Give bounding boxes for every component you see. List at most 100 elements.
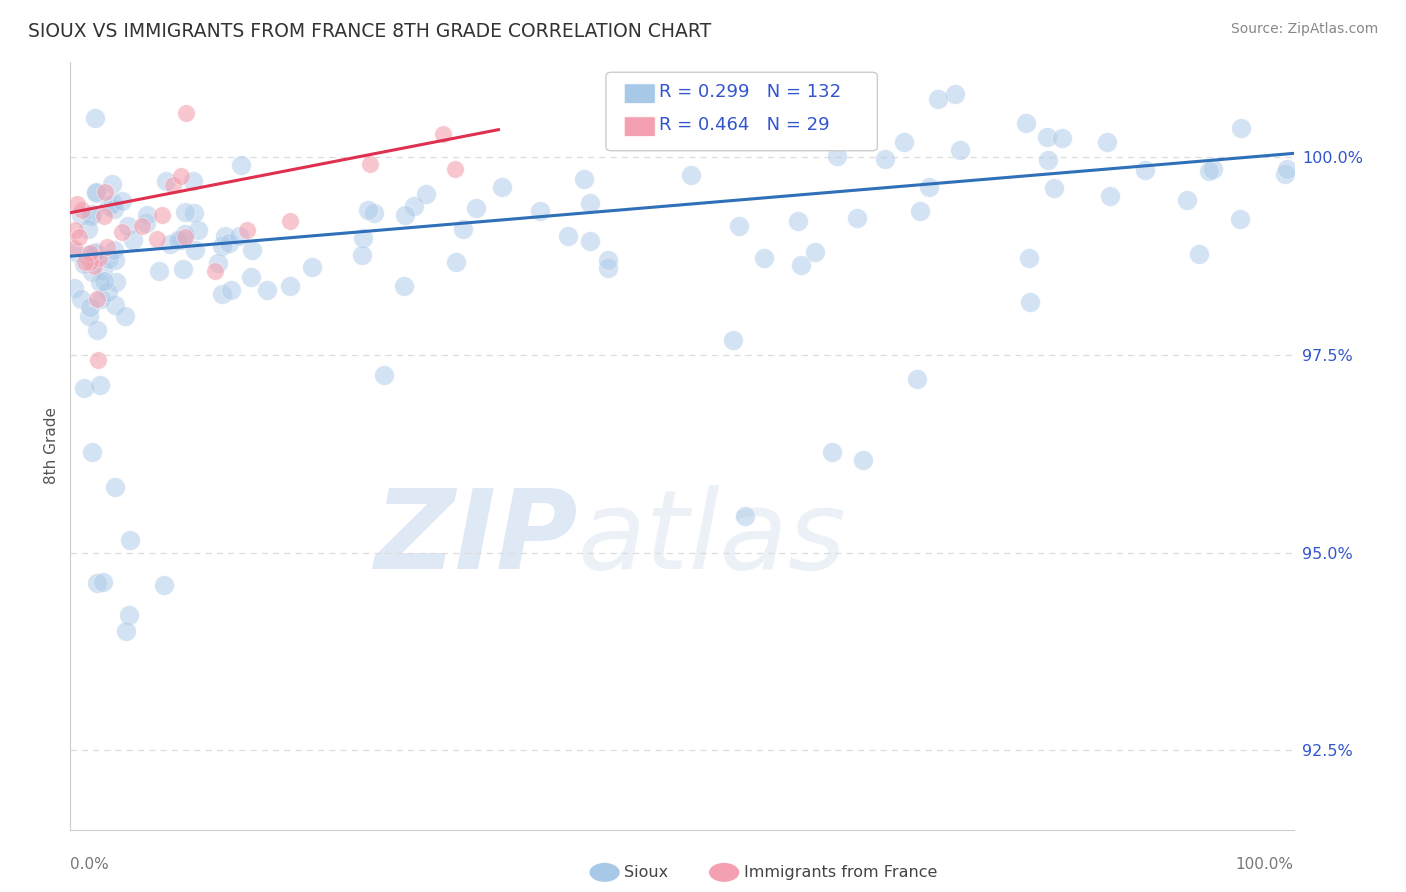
Point xyxy=(145,232,167,246)
Point xyxy=(236,223,259,237)
Point xyxy=(821,445,844,459)
Point xyxy=(278,278,301,293)
Point xyxy=(97,199,120,213)
Point xyxy=(918,180,941,194)
Point xyxy=(103,202,125,216)
Point xyxy=(79,310,101,324)
Point xyxy=(96,239,118,253)
Point xyxy=(464,201,486,215)
Point xyxy=(170,233,193,247)
Point xyxy=(873,153,896,167)
Point xyxy=(155,174,177,188)
Text: Source: ZipAtlas.com: Source: ZipAtlas.com xyxy=(1230,22,1378,37)
Point xyxy=(1229,212,1251,227)
Point xyxy=(357,203,380,218)
Point xyxy=(70,292,93,306)
Point xyxy=(117,608,139,623)
Point xyxy=(148,264,170,278)
Point xyxy=(105,276,128,290)
Point xyxy=(181,174,204,188)
Point xyxy=(150,208,173,222)
Point xyxy=(1019,295,1042,310)
Point xyxy=(1135,162,1157,177)
Point xyxy=(596,261,619,276)
Point xyxy=(84,186,107,201)
Point xyxy=(574,171,596,186)
Point xyxy=(301,260,323,275)
Point xyxy=(82,445,104,459)
Point xyxy=(91,262,114,277)
Point xyxy=(80,207,103,221)
Point xyxy=(83,259,105,273)
Point xyxy=(752,251,775,265)
Point xyxy=(557,228,579,243)
Point xyxy=(86,292,108,306)
Point xyxy=(80,210,103,224)
Point xyxy=(65,223,87,237)
Point xyxy=(166,233,188,247)
Point xyxy=(89,275,111,289)
Point xyxy=(786,214,808,228)
Point xyxy=(444,161,467,176)
Point xyxy=(214,229,236,244)
Point xyxy=(79,300,101,314)
Point xyxy=(240,243,263,257)
Point xyxy=(723,333,745,347)
Point xyxy=(1175,193,1198,207)
Point xyxy=(70,208,93,222)
Point xyxy=(98,252,121,267)
Point xyxy=(104,252,127,267)
Point xyxy=(1018,251,1040,265)
Point xyxy=(596,253,619,268)
Point xyxy=(170,169,193,184)
Point xyxy=(1188,247,1211,261)
Text: R = 0.299   N = 132: R = 0.299 N = 132 xyxy=(659,83,842,101)
Point xyxy=(79,255,101,269)
Text: 0.0%: 0.0% xyxy=(70,857,110,872)
Point xyxy=(363,205,385,219)
Point xyxy=(359,156,381,170)
Point xyxy=(402,198,425,212)
Point xyxy=(135,207,157,221)
Text: Sioux: Sioux xyxy=(624,865,668,880)
Point xyxy=(804,245,827,260)
Point xyxy=(825,149,848,163)
Point xyxy=(90,292,112,306)
Point xyxy=(67,230,90,244)
Point xyxy=(228,228,250,243)
Point xyxy=(115,624,138,638)
Point xyxy=(1036,129,1059,144)
Point xyxy=(183,206,205,220)
Point xyxy=(174,227,197,242)
Point xyxy=(77,222,100,236)
Point xyxy=(1230,120,1253,135)
Point xyxy=(73,381,96,395)
Point xyxy=(949,143,972,157)
Point xyxy=(734,509,756,524)
Text: atlas: atlas xyxy=(578,484,846,591)
Point xyxy=(184,244,207,258)
Point xyxy=(91,575,114,590)
Point xyxy=(1014,116,1036,130)
Text: R = 0.464   N = 29: R = 0.464 N = 29 xyxy=(659,116,830,134)
Point xyxy=(86,323,108,337)
Point xyxy=(1097,135,1119,149)
Point xyxy=(1050,131,1073,145)
Point xyxy=(852,453,875,467)
Point xyxy=(1274,167,1296,181)
Point xyxy=(790,258,813,272)
Point xyxy=(111,226,134,240)
Point xyxy=(104,480,127,494)
Point xyxy=(93,185,115,199)
Point xyxy=(529,203,551,218)
Point xyxy=(681,168,703,182)
Point xyxy=(79,245,101,260)
Point xyxy=(122,234,145,248)
Point xyxy=(728,219,751,233)
Point xyxy=(86,185,108,199)
Point xyxy=(104,298,127,312)
Point xyxy=(1198,163,1220,178)
Point xyxy=(256,284,278,298)
Point xyxy=(93,210,115,224)
Point xyxy=(278,213,301,227)
